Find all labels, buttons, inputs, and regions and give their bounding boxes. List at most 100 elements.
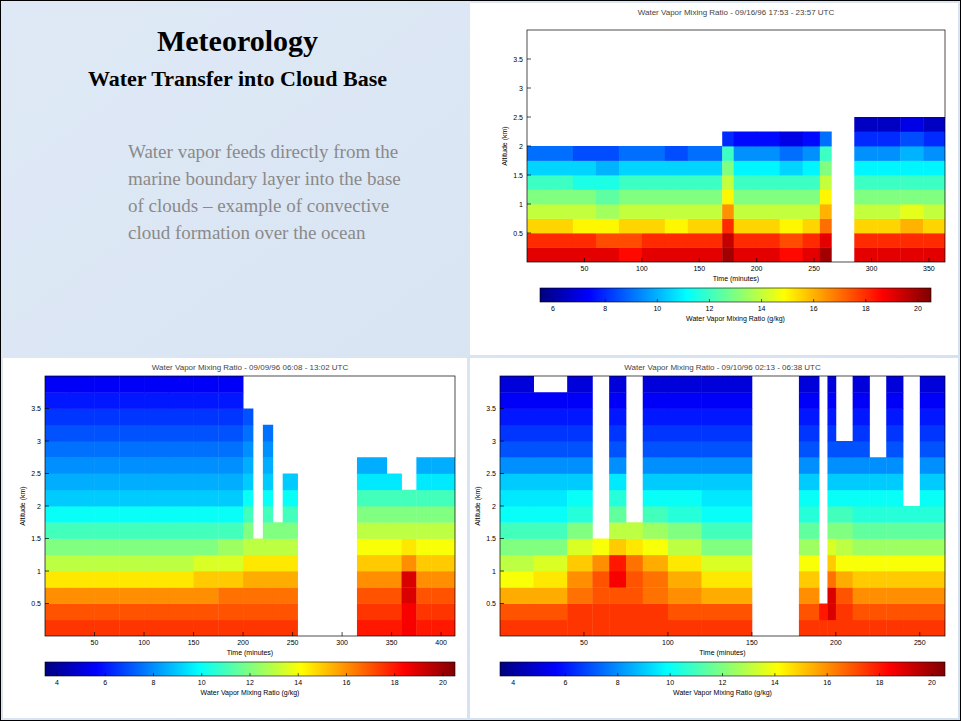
heat-cell	[243, 539, 253, 556]
heat-cell	[903, 571, 920, 588]
heatmap-cells	[500, 376, 945, 636]
y-tick-label: 2	[519, 143, 523, 150]
heat-cell	[920, 392, 945, 409]
y-tick-label: 3.5	[513, 56, 523, 63]
y-tick-label: 2	[492, 503, 496, 510]
heat-cell	[757, 146, 780, 161]
heat-cell	[609, 571, 626, 588]
heat-cell	[431, 490, 455, 507]
colorbar-title: Water Vapor Mixing Ratio (g/kg)	[201, 689, 300, 697]
heat-cell	[273, 571, 283, 588]
heat-cell	[144, 376, 169, 393]
heat-cell	[702, 571, 753, 588]
colorbar-tick	[865, 299, 866, 302]
heat-cell	[169, 620, 194, 636]
heat-cell	[668, 490, 702, 507]
heat-cell	[609, 620, 626, 636]
heat-cell	[527, 248, 550, 263]
heat-cell	[853, 522, 870, 539]
heat-cell	[573, 219, 596, 234]
colorbar-tick	[513, 673, 514, 676]
heat-cell	[920, 555, 945, 572]
heat-cell	[827, 555, 836, 572]
heat-cell	[431, 604, 455, 621]
heat-cell	[273, 522, 283, 539]
heat-cell	[609, 604, 626, 621]
colorbar-tick-label: 16	[810, 305, 818, 312]
heat-cell	[702, 506, 753, 523]
heat-cell	[372, 539, 387, 556]
x-tick	[667, 632, 668, 636]
heat-cell	[218, 587, 243, 604]
panel-title: Water Vapor Mixing Ratio - 09/10/96 02:1…	[624, 363, 821, 372]
heat-cell	[722, 248, 734, 263]
heat-cell	[500, 474, 534, 491]
heat-cell	[854, 190, 877, 205]
colorbar-tick-label: 16	[823, 679, 831, 686]
heat-cell	[923, 204, 945, 219]
heat-cell	[95, 392, 120, 409]
heat-cell	[144, 392, 169, 409]
heat-cell	[119, 522, 144, 539]
heat-cell	[886, 522, 903, 539]
heat-cell	[877, 233, 900, 248]
colorbar-tick-label: 8	[616, 679, 620, 686]
slide-subtitle: Water Transfer into Cloud Base	[20, 66, 455, 92]
y-axis-title: Altitude (km)	[474, 486, 482, 525]
heat-cell	[243, 555, 253, 572]
heat-cell	[169, 376, 194, 393]
heat-cell	[45, 604, 70, 621]
heat-cell	[900, 175, 923, 190]
x-tick	[342, 632, 343, 636]
heat-cell	[688, 204, 711, 219]
heat-cell	[923, 117, 945, 132]
heat-cell	[643, 539, 669, 556]
heat-cell	[70, 457, 95, 474]
heat-cell	[253, 620, 263, 636]
heat-cell	[45, 555, 70, 572]
heat-cell	[500, 441, 534, 458]
heat-cell	[70, 539, 95, 556]
heat-cell	[534, 409, 568, 426]
heat-cell	[722, 233, 734, 248]
heat-cell	[567, 604, 593, 621]
colorbar-tick-label: 8	[152, 679, 156, 686]
y-tick	[500, 441, 504, 442]
y-tick	[500, 473, 504, 474]
x-tick-label: 300	[866, 265, 878, 272]
y-axis-title: Altitude (km)	[19, 486, 27, 525]
heat-cell	[609, 474, 626, 491]
heat-cell	[273, 604, 283, 621]
heat-cell	[757, 233, 780, 248]
heat-cell	[702, 490, 753, 507]
heat-cell	[70, 620, 95, 636]
heat-cell	[688, 161, 711, 176]
heat-cell	[243, 457, 253, 474]
heat-cell	[169, 604, 194, 621]
plot-frame	[500, 376, 945, 636]
heat-cell	[819, 620, 828, 636]
heat-cell	[573, 190, 596, 205]
heat-cell	[900, 248, 923, 263]
heat-cell	[567, 522, 593, 539]
heat-cell	[243, 441, 253, 458]
heat-cell	[923, 190, 945, 205]
heat-cell	[416, 457, 431, 474]
heat-cell	[609, 490, 626, 507]
colorbar-tick	[553, 299, 554, 302]
panel: Water Vapor Mixing Ratio - 09/10/96 02:1…	[470, 358, 958, 718]
y-tick	[500, 506, 504, 507]
heat-cell	[500, 539, 534, 556]
x-tick-label: 250	[914, 639, 926, 646]
heat-cell	[920, 409, 945, 426]
heat-cell	[169, 474, 194, 491]
heat-cell	[402, 604, 417, 621]
heat-cell	[95, 620, 120, 636]
heat-cell	[500, 490, 534, 507]
heat-cell	[903, 620, 920, 636]
heat-cell	[609, 457, 626, 474]
heat-cell	[527, 146, 550, 161]
slide-background	[0, 0, 961, 721]
heat-cell	[820, 248, 832, 263]
heat-cell	[668, 376, 702, 393]
